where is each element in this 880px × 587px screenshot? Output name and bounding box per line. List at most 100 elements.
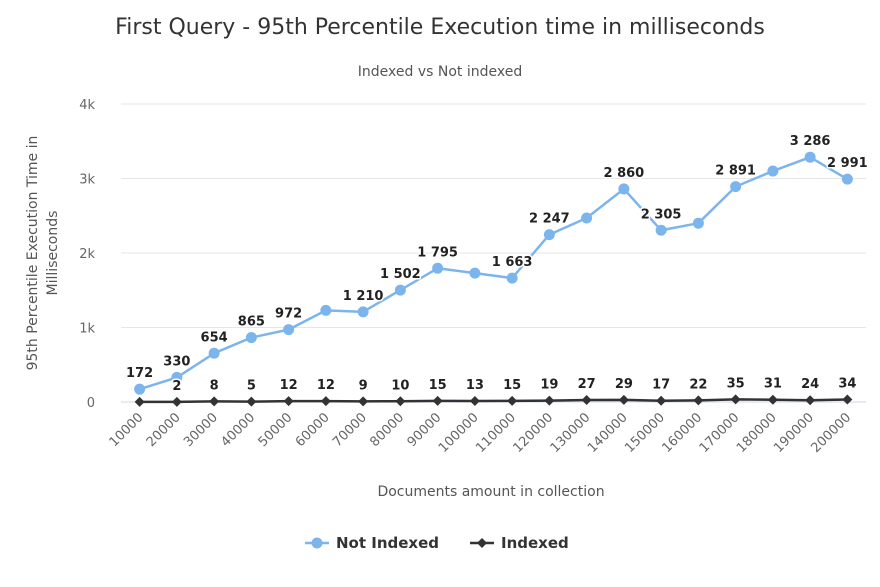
data-point[interactable] bbox=[246, 396, 257, 407]
legend-item[interactable]: Not Indexed bbox=[305, 534, 439, 552]
data-point[interactable] bbox=[805, 395, 816, 406]
data-point[interactable] bbox=[208, 347, 220, 359]
data-point[interactable] bbox=[395, 396, 406, 407]
data-point[interactable] bbox=[581, 394, 592, 405]
data-label: 10 bbox=[391, 378, 409, 393]
data-label: 972 bbox=[275, 307, 302, 322]
data-label: 22 bbox=[689, 377, 707, 392]
legend-label: Not Indexed bbox=[336, 534, 439, 552]
data-point[interactable] bbox=[692, 217, 704, 229]
data-point[interactable] bbox=[618, 394, 629, 405]
x-tick-label: 140000 bbox=[585, 410, 631, 456]
data-label: 1 795 bbox=[417, 245, 458, 260]
data-point[interactable] bbox=[432, 262, 444, 274]
data-label: 2 991 bbox=[827, 156, 868, 171]
x-tick-label: 200000 bbox=[808, 410, 854, 456]
data-label: 2 bbox=[172, 379, 181, 394]
data-point[interactable] bbox=[655, 224, 667, 236]
data-point[interactable] bbox=[767, 165, 779, 177]
x-tick-label: 30000 bbox=[181, 410, 221, 450]
data-label: 2 860 bbox=[604, 166, 645, 181]
x-tick-label: 20000 bbox=[144, 410, 184, 450]
data-point[interactable] bbox=[841, 173, 853, 185]
data-point[interactable] bbox=[283, 396, 294, 407]
data-point[interactable] bbox=[730, 181, 742, 193]
x-tick-label: 100000 bbox=[436, 410, 482, 456]
x-tick-label: 130000 bbox=[548, 410, 594, 456]
chart-subtitle: Indexed vs Not indexed bbox=[358, 64, 522, 80]
x-tick-label: 120000 bbox=[510, 410, 556, 456]
data-label: 3 286 bbox=[790, 134, 831, 149]
data-point[interactable] bbox=[358, 396, 369, 407]
series-layer bbox=[134, 151, 853, 407]
x-tick-label: 180000 bbox=[734, 410, 780, 456]
data-label: 5 bbox=[247, 379, 256, 394]
data-label: 17 bbox=[652, 378, 670, 393]
data-point[interactable] bbox=[320, 304, 332, 316]
data-point[interactable] bbox=[469, 267, 481, 279]
x-tick-label: 170000 bbox=[697, 410, 743, 456]
y-tick-label: 0 bbox=[87, 396, 95, 411]
data-label: 9 bbox=[359, 378, 368, 393]
data-point[interactable] bbox=[209, 396, 220, 407]
data-label: 24 bbox=[801, 377, 819, 392]
x-tick-label: 70000 bbox=[330, 410, 370, 450]
legend-item[interactable]: Indexed bbox=[470, 534, 569, 552]
x-tick-label: 110000 bbox=[473, 410, 519, 456]
data-label: 12 bbox=[317, 378, 335, 393]
x-axis-ticks: 1000020000300004000050000600007000080000… bbox=[107, 410, 855, 456]
series-line bbox=[139, 398, 848, 404]
data-point[interactable] bbox=[618, 183, 630, 195]
data-point[interactable] bbox=[842, 394, 853, 405]
legend-marker bbox=[477, 538, 487, 548]
data-point[interactable] bbox=[656, 395, 667, 406]
y-tick-label: 1k bbox=[79, 322, 95, 337]
data-label: 35 bbox=[727, 376, 745, 391]
data-point[interactable] bbox=[283, 324, 295, 336]
data-label: 29 bbox=[615, 377, 633, 392]
data-point[interactable] bbox=[357, 306, 369, 318]
y-tick-label: 3k bbox=[79, 173, 95, 188]
data-point[interactable] bbox=[544, 395, 555, 406]
data-point[interactable] bbox=[581, 212, 593, 224]
data-label: 654 bbox=[201, 330, 228, 345]
data-label: 172 bbox=[126, 366, 153, 381]
data-point[interactable] bbox=[245, 332, 257, 344]
data-label: 865 bbox=[238, 315, 265, 330]
data-point[interactable] bbox=[693, 395, 704, 406]
x-tick-label: 10000 bbox=[107, 410, 147, 450]
data-label: 1 502 bbox=[380, 267, 421, 282]
data-point[interactable] bbox=[171, 396, 182, 407]
data-label: 2 305 bbox=[641, 207, 682, 222]
data-point[interactable] bbox=[543, 229, 555, 241]
data-label: 8 bbox=[210, 378, 219, 393]
data-point[interactable] bbox=[134, 396, 145, 407]
data-point[interactable] bbox=[767, 394, 778, 405]
series-line bbox=[139, 155, 849, 391]
x-axis-title: Documents amount in collection bbox=[377, 484, 604, 500]
data-label: 2 247 bbox=[529, 212, 570, 227]
grid-lines bbox=[121, 103, 866, 403]
data-label: 1 663 bbox=[492, 255, 533, 270]
x-tick-label: 50000 bbox=[256, 410, 296, 450]
data-point[interactable] bbox=[320, 396, 331, 407]
data-point[interactable] bbox=[804, 151, 816, 163]
data-point[interactable] bbox=[730, 394, 741, 405]
x-tick-label: 80000 bbox=[367, 410, 407, 450]
data-point[interactable] bbox=[469, 396, 480, 407]
data-point[interactable] bbox=[134, 383, 146, 395]
data-point[interactable] bbox=[432, 395, 443, 406]
data-point[interactable] bbox=[506, 272, 518, 284]
data-label: 330 bbox=[163, 354, 190, 369]
data-point[interactable] bbox=[507, 395, 518, 406]
data-point[interactable] bbox=[171, 371, 183, 383]
legend[interactable]: Not Indexed Indexed bbox=[305, 534, 569, 552]
data-label: 19 bbox=[540, 378, 558, 393]
y-axis-ticks: 0 1k 2k 3k 4k bbox=[79, 98, 95, 411]
chart-title: First Query - 95th Percentile Execution … bbox=[115, 15, 765, 40]
data-label: 2 891 bbox=[715, 164, 756, 179]
x-tick-label: 40000 bbox=[218, 410, 258, 450]
data-label: 27 bbox=[578, 377, 596, 392]
data-point[interactable] bbox=[394, 284, 406, 296]
x-tick-label: 160000 bbox=[659, 410, 705, 456]
